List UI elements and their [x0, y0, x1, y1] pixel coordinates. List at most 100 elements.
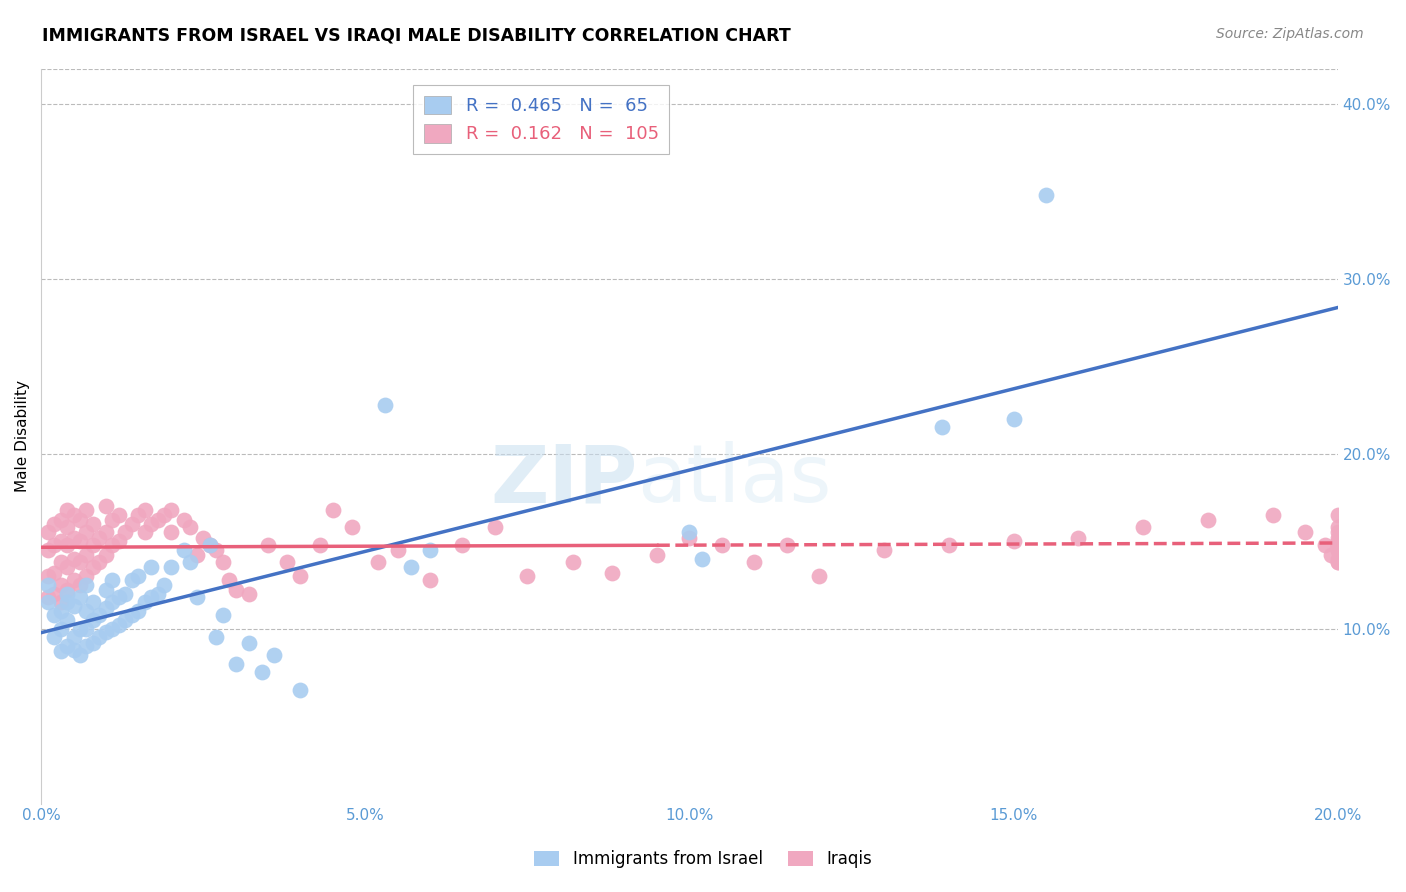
Point [1326, 508, 1348, 522]
Point [101, 513, 124, 527]
Point [179, 555, 201, 569]
Point [153, 508, 176, 522]
Point [121, 573, 143, 587]
Point [69, 648, 91, 662]
Point [710, 538, 733, 552]
Point [211, 555, 233, 569]
Point [76, 569, 98, 583]
Point [42, 607, 65, 622]
Point [56, 639, 79, 653]
Y-axis label: Male Disability: Male Disability [15, 380, 30, 492]
Point [186, 590, 208, 604]
Point [37, 595, 59, 609]
Point [37, 525, 59, 540]
Point [69, 622, 91, 636]
Point [37, 590, 59, 604]
Point [1326, 538, 1348, 552]
Point [56, 520, 79, 534]
Point [931, 420, 953, 434]
Point [49, 622, 72, 636]
Point [76, 639, 98, 653]
Point [121, 516, 143, 531]
Point [238, 586, 260, 600]
Point [108, 508, 131, 522]
Point [1326, 520, 1348, 534]
Point [1261, 508, 1284, 522]
Point [276, 555, 298, 569]
Point [141, 560, 163, 574]
Point [69, 578, 91, 592]
Point [56, 586, 79, 600]
Point [193, 531, 215, 545]
Point [56, 583, 79, 598]
Point [134, 502, 156, 516]
Point [205, 542, 228, 557]
Point [374, 398, 396, 412]
Point [56, 538, 79, 552]
Point [173, 513, 195, 527]
Point [108, 590, 131, 604]
Legend: Immigrants from Israel, Iraqis: Immigrants from Israel, Iraqis [527, 844, 879, 875]
Point [62, 508, 84, 522]
Point [82, 595, 104, 609]
Point [49, 604, 72, 618]
Point [76, 622, 98, 636]
Point [159, 502, 181, 516]
Point [516, 569, 538, 583]
Point [89, 607, 111, 622]
Point [179, 520, 201, 534]
Point [94, 600, 117, 615]
Point [238, 635, 260, 649]
Point [82, 635, 104, 649]
Point [76, 548, 98, 562]
Point [101, 595, 124, 609]
Point [211, 607, 233, 622]
Point [775, 538, 797, 552]
Point [69, 555, 91, 569]
Text: atlas: atlas [637, 442, 832, 519]
Point [399, 560, 422, 574]
Point [645, 548, 668, 562]
Point [49, 644, 72, 658]
Point [159, 525, 181, 540]
Point [108, 534, 131, 549]
Point [290, 569, 312, 583]
Point [42, 538, 65, 552]
Point [198, 538, 221, 552]
Point [76, 578, 98, 592]
Point [1002, 411, 1025, 425]
Point [692, 551, 714, 566]
Point [69, 590, 91, 604]
Point [127, 569, 149, 583]
Point [141, 516, 163, 531]
Point [387, 542, 409, 557]
Point [114, 613, 136, 627]
Point [114, 525, 136, 540]
Point [198, 538, 221, 552]
Text: IMMIGRANTS FROM ISRAEL VS IRAQI MALE DISABILITY CORRELATION CHART: IMMIGRANTS FROM ISRAEL VS IRAQI MALE DIS… [42, 27, 792, 45]
Point [69, 534, 91, 549]
Legend: R =  0.465   N =  65, R =  0.162   N =  105: R = 0.465 N = 65, R = 0.162 N = 105 [413, 85, 669, 154]
Point [42, 516, 65, 531]
Point [1326, 531, 1348, 545]
Point [808, 569, 831, 583]
Point [82, 538, 104, 552]
Point [127, 508, 149, 522]
Point [1326, 525, 1348, 540]
Point [419, 573, 441, 587]
Point [257, 538, 280, 552]
Point [141, 590, 163, 604]
Point [678, 525, 700, 540]
Point [225, 583, 247, 598]
Point [76, 525, 98, 540]
Point [134, 595, 156, 609]
Point [82, 560, 104, 574]
Point [94, 499, 117, 513]
Point [76, 502, 98, 516]
Point [62, 573, 84, 587]
Point [89, 631, 111, 645]
Point [1197, 513, 1219, 527]
Point [37, 569, 59, 583]
Point [101, 573, 124, 587]
Point [94, 583, 117, 598]
